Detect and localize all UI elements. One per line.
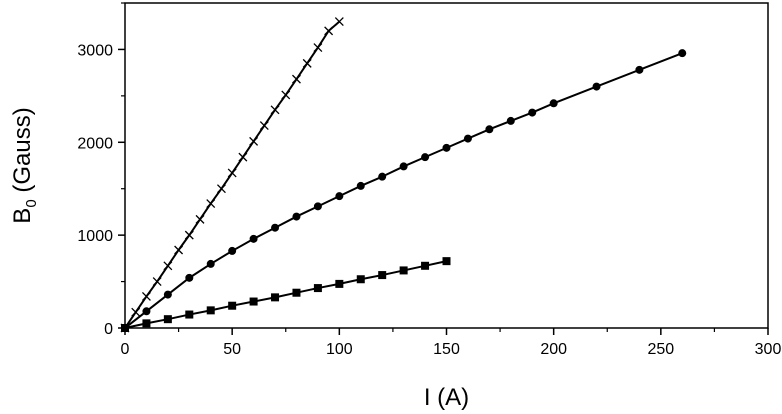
data-point [206, 199, 216, 209]
y-axis-label: B0 (Gauss) [9, 107, 40, 223]
data-point [635, 65, 644, 74]
data-point [163, 290, 172, 299]
y-axis-label-unit: (Gauss) [9, 107, 36, 199]
x-tick-label: 50 [223, 341, 241, 358]
data-point [399, 266, 408, 275]
x-tick-label: 250 [647, 341, 674, 358]
data-point [335, 192, 344, 201]
data-point [463, 134, 472, 143]
data-point [421, 153, 430, 162]
data-point [142, 307, 151, 316]
data-point [259, 121, 269, 131]
series-line [124, 52, 683, 329]
data-point [324, 26, 334, 36]
data-point [270, 105, 280, 115]
data-point [249, 297, 258, 306]
data-point [313, 43, 323, 53]
x-tick-label: 150 [433, 341, 460, 358]
y-tick-label: 0 [104, 321, 113, 338]
data-point [206, 259, 215, 268]
y-axis-label-subscript: 0 [23, 199, 40, 207]
data-point [292, 288, 301, 297]
data-point [131, 307, 141, 317]
series-circle [121, 49, 687, 332]
y-axis-label-main: B [9, 208, 36, 224]
data-point [378, 271, 387, 280]
series-line [124, 260, 447, 329]
data-point [163, 261, 173, 271]
y-tick-label: 1000 [77, 228, 113, 245]
data-point [141, 291, 151, 301]
data-point [163, 315, 172, 324]
y-tick-label: 2000 [77, 135, 113, 152]
data-point [506, 116, 515, 125]
plot-area [120, 17, 687, 333]
data-point [356, 275, 365, 284]
data-point [228, 246, 237, 255]
data-point [442, 143, 451, 152]
data-point [334, 17, 344, 27]
y-axis-ticks: 0 1000 2000 3000 [77, 2, 125, 338]
x-axis-ticks: 0 50 100 150 200 250 300 [121, 328, 782, 358]
data-point [185, 273, 194, 282]
data-point [592, 82, 601, 91]
data-point [271, 223, 280, 232]
series-square [121, 257, 451, 332]
data-point [678, 49, 687, 58]
x-tick-label: 200 [540, 341, 567, 358]
data-point [184, 230, 194, 240]
data-point [485, 125, 494, 134]
data-point [216, 184, 226, 194]
data-point [185, 310, 194, 319]
data-point [356, 181, 365, 190]
plot-frame [124, 2, 769, 329]
data-point [142, 319, 151, 328]
x-tick-label: 100 [326, 341, 353, 358]
data-point [442, 257, 451, 266]
data-point [335, 279, 344, 288]
data-point [174, 245, 184, 255]
data-point [281, 90, 291, 100]
data-point [227, 168, 237, 178]
data-point [421, 261, 430, 270]
x-tick-label: 0 [121, 341, 130, 358]
data-point [249, 234, 258, 243]
data-point [271, 293, 280, 302]
data-point [528, 108, 537, 117]
data-point [399, 162, 408, 171]
data-point [228, 301, 237, 310]
x-axis-label: I (A) [424, 384, 469, 411]
series-cross [120, 17, 344, 333]
data-point [152, 277, 162, 287]
data-point [292, 212, 301, 221]
data-point [313, 202, 322, 211]
x-tick-label: 300 [755, 341, 782, 358]
data-point [249, 136, 259, 146]
data-point [378, 172, 387, 181]
y-tick-label: 3000 [77, 42, 113, 59]
data-point [302, 58, 312, 68]
data-point [313, 284, 322, 293]
data-point [238, 152, 248, 162]
data-point [195, 214, 205, 224]
data-point [549, 99, 558, 108]
data-point [206, 306, 215, 315]
data-point [292, 74, 301, 84]
